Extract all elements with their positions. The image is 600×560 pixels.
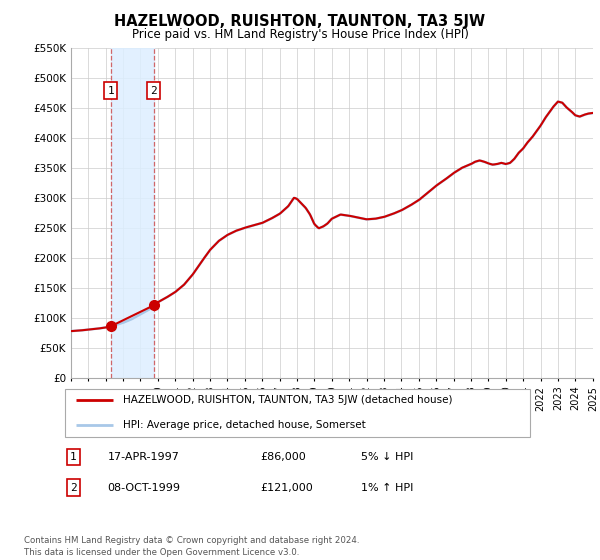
Text: 1% ↑ HPI: 1% ↑ HPI (361, 483, 413, 493)
Text: 08-OCT-1999: 08-OCT-1999 (107, 483, 181, 493)
Text: 1: 1 (70, 452, 77, 462)
Text: 1: 1 (107, 86, 114, 96)
Text: £121,000: £121,000 (260, 483, 313, 493)
Text: 5% ↓ HPI: 5% ↓ HPI (361, 452, 413, 462)
Text: 17-APR-1997: 17-APR-1997 (107, 452, 179, 462)
Bar (110, 48, 154, 378)
Text: HPI: Average price, detached house, Somerset: HPI: Average price, detached house, Some… (124, 419, 366, 430)
Text: Price paid vs. HM Land Registry's House Price Index (HPI): Price paid vs. HM Land Registry's House … (131, 28, 469, 41)
Bar (65, 389, 530, 437)
Text: 2: 2 (151, 86, 157, 96)
Text: HAZELWOOD, RUISHTON, TAUNTON, TA3 5JW (detached house): HAZELWOOD, RUISHTON, TAUNTON, TA3 5JW (d… (124, 395, 453, 405)
Text: 2: 2 (70, 483, 77, 493)
Text: £86,000: £86,000 (260, 452, 307, 462)
Text: Contains HM Land Registry data © Crown copyright and database right 2024.
This d: Contains HM Land Registry data © Crown c… (24, 536, 359, 557)
Text: HAZELWOOD, RUISHTON, TAUNTON, TA3 5JW: HAZELWOOD, RUISHTON, TAUNTON, TA3 5JW (115, 14, 485, 29)
